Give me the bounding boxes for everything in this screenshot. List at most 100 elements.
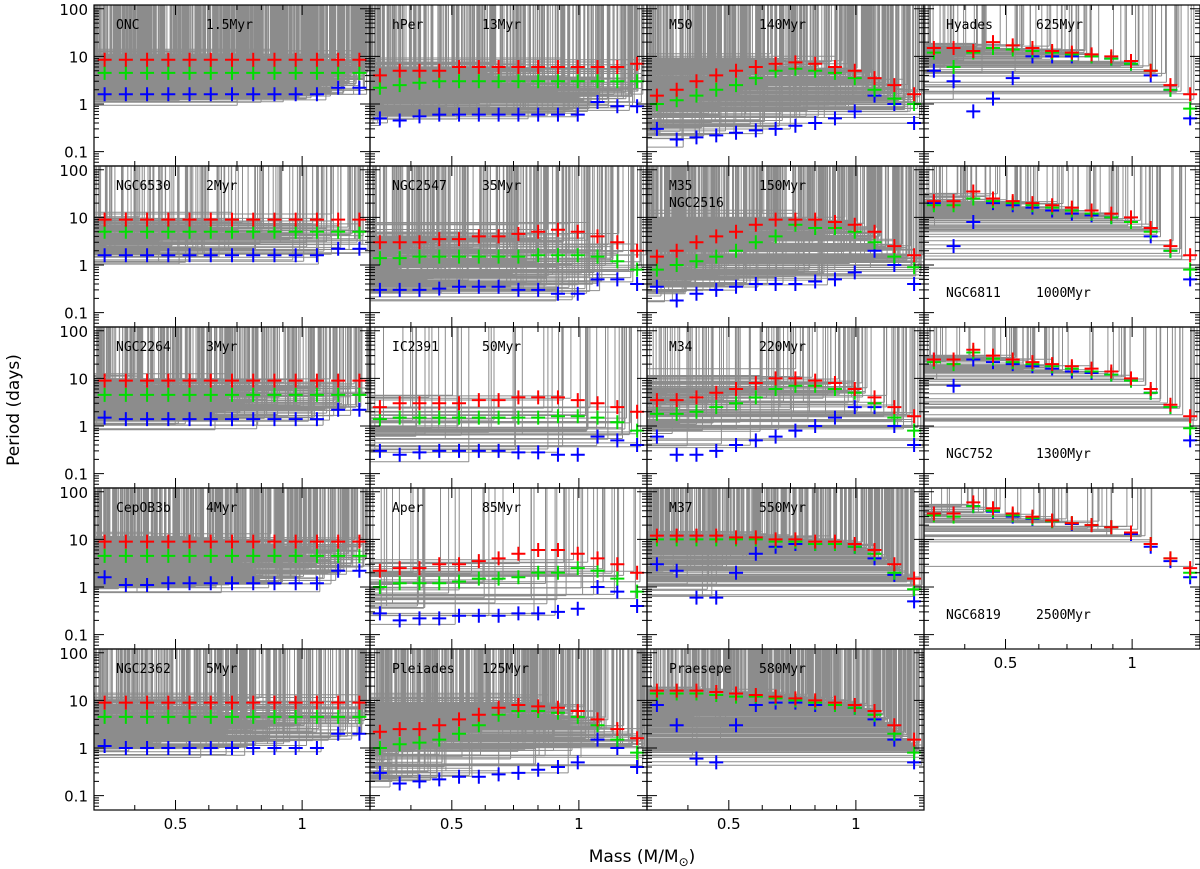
y-tick-label: 0.1 <box>64 788 88 806</box>
panel-m37-plot <box>647 488 923 609</box>
panel-hyades-90th-point-6 <box>1045 43 1060 58</box>
panel-m34-10th-point-5 <box>748 433 763 448</box>
panel-ic2391-10th-percentile-series <box>372 429 645 462</box>
panel-ngc6530-10th-point-7 <box>246 248 261 263</box>
panel-onc-50th-point-2 <box>140 65 155 80</box>
panel-onc-90th-point-12 <box>352 52 367 67</box>
panel-aper-50th-point-7 <box>511 570 526 585</box>
panel-m50-50th-point-4 <box>729 78 744 93</box>
panel-ngc2547-50th-point-8 <box>531 248 546 263</box>
panel-m50-10th-point-4 <box>729 125 744 140</box>
panel-praesepe-90th-point-0 <box>649 683 664 698</box>
panel-m34-90th-point-12 <box>887 400 902 415</box>
panel-ngc6530-10th-point-1 <box>118 248 133 263</box>
y-tick-label: 10 <box>69 531 88 549</box>
panel-pleiades-50th-point-1 <box>392 737 407 752</box>
y-tick-label: 100 <box>59 162 88 180</box>
panel-ngc6530-50th-point-6 <box>225 224 239 239</box>
panel-m37-90th-point-13 <box>907 571 922 586</box>
panel-hper-10th-percentile-series <box>372 95 645 128</box>
panel-praesepe-plot <box>647 649 924 770</box>
panel-hyades-10th-point-2 <box>966 104 981 119</box>
panel-ic2391-10th-point-7 <box>511 445 526 460</box>
panel-m50-90th-point-11 <box>867 71 882 86</box>
y-tick-label: 10 <box>69 370 88 388</box>
panel-ngc2362-10th-point-3 <box>161 741 176 756</box>
x-axis-label-end: ) <box>689 847 696 867</box>
panel-m34-50th-point-4 <box>729 396 744 411</box>
panel-ngc2362-50th-point-3 <box>161 709 176 724</box>
panel-ngc6530-90th-point-1 <box>118 212 133 227</box>
panel-m50-10th-point-3 <box>709 128 724 143</box>
panel-ngc6530-50th-point-8 <box>267 224 282 239</box>
panel-cepob3b-10th-point-8 <box>267 576 282 591</box>
x-tick-label: 1 <box>297 815 307 833</box>
panel-praesepe-90th-percentile-series <box>649 683 922 747</box>
panel-m34-10th-point-9 <box>827 410 842 425</box>
panel-m34-90th-point-13 <box>907 409 922 424</box>
panel-cepob3b-50th-percentile-series <box>97 548 367 563</box>
panel-pleiades-age: 125Myr <box>482 662 529 677</box>
panel-onc-50th-point-5 <box>203 65 218 80</box>
panel-cepob3b-50th-point-2 <box>140 548 155 563</box>
panel-ngc6530-90th-point-4 <box>182 212 197 227</box>
panel-aper-90th-point-0 <box>372 563 387 578</box>
panel-ngc2264-90th-point-9 <box>288 373 303 388</box>
panel-praesepe-10th-point-3 <box>709 755 724 770</box>
panel-hper-10th-point-4 <box>452 107 467 122</box>
panel-pleiades-90th-point-1 <box>392 722 407 737</box>
panel-ngc6530-10th-point-0 <box>97 248 112 263</box>
panel-ngc6811-plot <box>924 166 1200 287</box>
panel-hyades-90th-point-10 <box>1124 54 1138 69</box>
panel-ngc6819-90th-point-2 <box>966 495 981 510</box>
panel-ngc6530: 0.1 1 10 100 NGC6530 2Myr <box>59 162 371 328</box>
panel-ngc2547-90th-point-1 <box>392 235 407 250</box>
panel-hper-50th-point-0 <box>372 80 387 95</box>
panel-pleiades-90th-point-7 <box>511 698 526 713</box>
panel-praesepe-frame <box>646 648 925 811</box>
panel-ngc6811-10th-point-1 <box>946 239 961 254</box>
panel-m34-50th-point-2 <box>689 404 704 419</box>
panel-praesepe: 0.5 1 Praesepe 580Myr <box>646 648 925 833</box>
panel-ngc2547-plot <box>370 166 647 302</box>
x-tick-label: 1 <box>1127 654 1137 672</box>
panel-ngc6811-90th-percentile-series <box>926 184 1198 263</box>
panel-hper-50th-point-4 <box>452 74 467 89</box>
panel-hper-50th-point-8 <box>531 74 546 89</box>
panel-m50-50th-point-3 <box>709 82 724 97</box>
panel-m50-90th-point-6 <box>768 56 783 71</box>
panel-pleiades-90th-point-12 <box>610 722 625 737</box>
panel-ngc2547-90th-point-11 <box>590 229 605 244</box>
panel-m34-90th-point-4 <box>729 381 744 396</box>
panel-hper-10th-point-10 <box>570 107 585 122</box>
panel-ngc6819-90th-point-6 <box>1045 513 1060 528</box>
panel-hper-90th-point-6 <box>491 59 506 74</box>
panel-m50-name: M50 <box>669 18 692 33</box>
panel-hper-50th-point-7 <box>511 74 526 89</box>
panel-aper-90th-point-11 <box>590 551 605 566</box>
panel-pleiades-90th-point-6 <box>491 700 506 715</box>
panel-ngc6530-90th-point-12 <box>352 212 367 227</box>
panel-ic2391-90th-point-7 <box>511 390 526 405</box>
panel-ic2391: IC2391 50Myr <box>369 326 648 489</box>
panel-ngc752-90th-percentile-series <box>926 342 1198 424</box>
y-tick-label: 1 <box>78 579 88 597</box>
panel-hper-10th-point-5 <box>471 107 486 122</box>
panel-ic2391-50th-point-0 <box>372 412 387 427</box>
y-tick-label: 10 <box>69 692 88 710</box>
panel-ngc2547-90th-point-3 <box>432 232 447 247</box>
panel-onc-50th-percentile-series <box>97 65 367 80</box>
panel-onc-50th-point-3 <box>161 65 176 80</box>
panel-m34: M34 220Myr <box>646 326 925 489</box>
panel-aper-10th-point-4 <box>452 608 467 623</box>
panel-ngc6819-name: NGC6819 <box>946 608 1001 623</box>
panel-pleiades-10th-percentile-series <box>372 732 645 791</box>
y-tick-label: 0.1 <box>64 305 88 323</box>
panel-m50-10th-point-6 <box>768 121 783 136</box>
panel-ngc2264-50th-point-8 <box>267 387 282 402</box>
panel-aper-50th-point-6 <box>491 571 506 586</box>
y-tick-label: 1 <box>78 740 88 758</box>
panel-ngc2547-10th-point-4 <box>452 279 467 294</box>
panel-ngc752-90th-point-13 <box>1183 409 1198 424</box>
panel-m34-50th-point-0 <box>649 406 664 421</box>
